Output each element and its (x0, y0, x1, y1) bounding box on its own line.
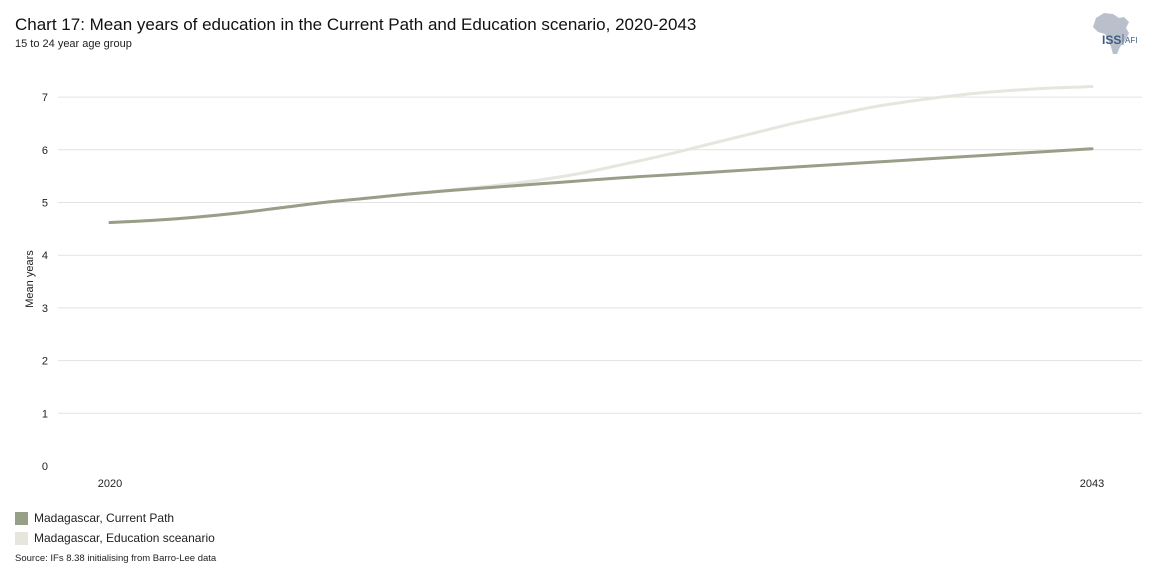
chart-legend: Madagascar, Current Path Madagascar, Edu… (15, 508, 215, 548)
legend-swatch-current-path (15, 511, 28, 525)
x-axis-ticks: 2020 2043 (98, 478, 1104, 490)
y-axis-label: Mean years (24, 250, 36, 308)
legend-swatch-education-scenario (15, 531, 28, 545)
legend-label-education-scenario: Madagascar, Education sceanario (34, 531, 215, 545)
logo-brand-text: ISS (1102, 33, 1121, 47)
chart-title: Chart 17: Mean years of education in the… (15, 15, 697, 34)
x-tick-label: 2020 (98, 478, 122, 490)
line-chart: 0 1 2 3 4 5 6 7 2020 2043 Mean years (24, 85, 1142, 490)
grid-lines (58, 96, 1142, 414)
y-tick-label: 3 (42, 303, 48, 315)
legend-item-education-scenario: Madagascar, Education sceanario (15, 528, 215, 548)
legend-item-current-path: Madagascar, Current Path (15, 508, 215, 528)
x-tick-label: 2043 (1080, 478, 1104, 490)
logo-suffix-text: AFI (1125, 36, 1137, 45)
africa-map-icon: ISS AFI (1093, 13, 1137, 54)
iss-afi-logo: ISS AFI (1086, 10, 1144, 56)
legend-label-current-path: Madagascar, Current Path (34, 511, 175, 525)
y-tick-label: 0 (42, 461, 48, 473)
series-line-current-path (108, 147, 1094, 225)
source-note: Source: IFs 8.38 initialising from Barro… (15, 553, 217, 564)
y-tick-label: 6 (42, 145, 48, 157)
y-tick-label: 5 (42, 197, 48, 209)
y-tick-label: 1 (42, 408, 48, 420)
y-axis-ticks: 0 1 2 3 4 5 6 7 (42, 92, 48, 473)
series-lines (108, 85, 1094, 225)
chart-subtitle: 15 to 24 year age group (15, 38, 132, 50)
y-tick-label: 7 (42, 92, 48, 104)
y-tick-label: 2 (42, 356, 48, 368)
y-tick-label: 4 (42, 250, 48, 262)
